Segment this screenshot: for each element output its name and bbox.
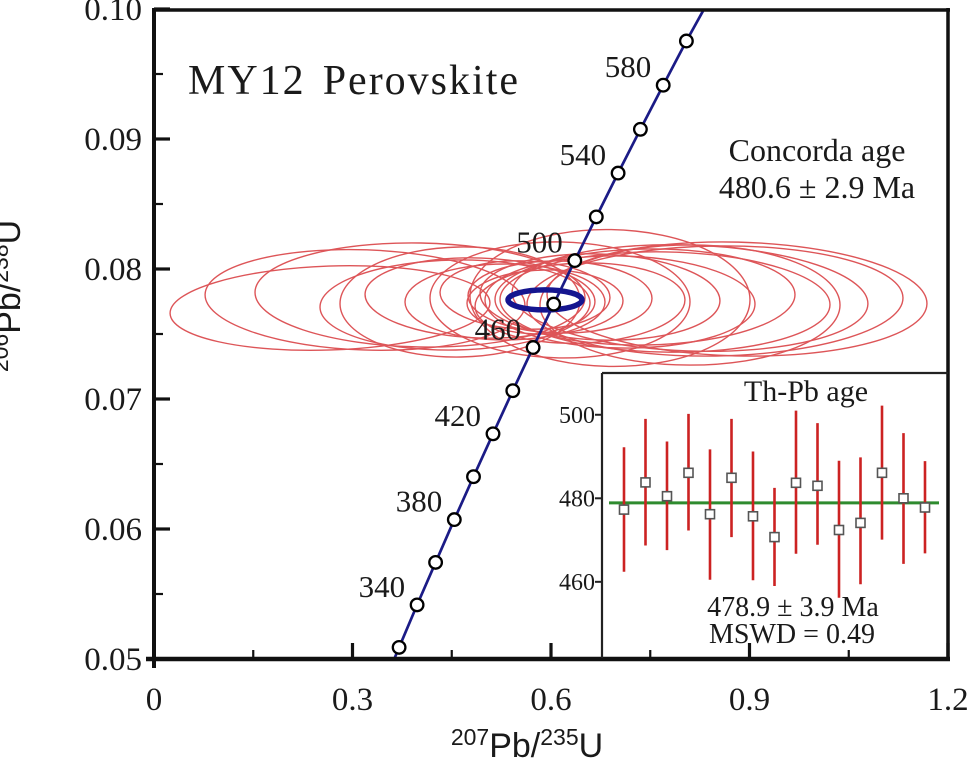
concordia-age-marker <box>632 121 648 137</box>
error-ellipse <box>484 255 756 349</box>
concordia-age-ellipse <box>505 287 585 313</box>
concordia-age-tick-label: 540 <box>560 137 607 172</box>
inset-y-tick-label: 500 <box>559 403 595 429</box>
inset-title: Th-Pb age <box>744 375 868 408</box>
concordia-age-tick-label: 460 <box>475 312 522 347</box>
x-tick-label: 0.3 <box>332 682 373 718</box>
data-point-marker <box>747 510 759 522</box>
data-point-marker <box>855 517 866 529</box>
data-point-marker <box>898 492 909 504</box>
x-tick-label: 0.6 <box>530 682 571 718</box>
y-tick-label: 0.06 <box>84 512 142 548</box>
data-point-marker <box>812 480 823 492</box>
concordia-age-marker <box>505 383 521 399</box>
x-tick-label: 0.9 <box>729 682 770 718</box>
concordia-age-tick-label: 580 <box>605 49 652 84</box>
concordia-age-marker <box>610 165 626 181</box>
data-point-marker <box>704 508 716 520</box>
axes-layer: 0.05 0.06 0.07 0.08 0.09 0.10 0 0.3 0.6 0.9 1.2 <box>84 0 968 718</box>
concordia-age-marker <box>409 597 425 613</box>
concordia-age-tick-label: 420 <box>435 398 482 433</box>
data-point-marker <box>833 524 845 536</box>
error-ellipse <box>204 248 526 351</box>
error-ellipse <box>469 228 751 368</box>
y-axis-title: 206Pb/238U <box>0 220 28 372</box>
inset-y-tick-label: 480 <box>559 486 595 512</box>
data-point-marker <box>769 531 780 543</box>
concordia-age-tick-label: 380 <box>396 484 443 519</box>
main-plot-layer: 340 380 420 460 500 540 580 <box>169 9 928 659</box>
x-tick-label: 0 <box>146 682 163 718</box>
data-point-marker <box>618 504 630 515</box>
y-tick-label: 0.09 <box>84 122 142 158</box>
concordia-age-marker <box>567 253 583 269</box>
y-tick-label: 0.07 <box>84 382 142 418</box>
concordia-age-marker <box>525 340 541 355</box>
concordia-age-marker <box>391 639 407 655</box>
concordia-age-tick-label: 340 <box>359 569 406 604</box>
data-point-marker <box>683 467 694 479</box>
concordia-age-tick-label: 500 <box>516 225 563 260</box>
error-ellipse <box>539 244 841 366</box>
inset-y-tick-label: 460 <box>559 570 595 596</box>
concordia-age-marker <box>485 426 501 442</box>
data-point-marker <box>876 467 888 479</box>
chart-title: MY12 Perovskite <box>188 58 520 104</box>
data-point-marker <box>661 490 673 502</box>
error-ellipse <box>499 251 831 353</box>
error-ellipse <box>169 264 491 352</box>
data-point-marker <box>790 477 802 489</box>
inset-result-mswd: MSWD = 0.49 <box>709 619 875 650</box>
concordia-age-marker <box>588 209 604 225</box>
concordia-age-marker <box>655 77 671 93</box>
error-ellipse <box>429 241 691 359</box>
concordia-age-marker <box>446 512 462 528</box>
y-tick-label: 0.08 <box>84 252 142 288</box>
concordia-age-annotation-line1: Concorda age <box>729 132 906 168</box>
y-tick-label: 0.05 <box>84 642 142 678</box>
error-ellipse <box>546 241 928 357</box>
error-ellipse <box>404 263 606 341</box>
concordia-age-marker <box>466 469 481 485</box>
concordia-age-marker <box>428 554 444 570</box>
data-point-marker <box>726 472 737 484</box>
error-ellipse <box>254 242 586 348</box>
error-ellipse <box>364 257 596 339</box>
plot-frame <box>146 8 950 668</box>
concordia-age-annotation-line2: 480.6 ± 2.9 Ma <box>719 169 915 205</box>
concordia-age-marker <box>678 33 694 49</box>
error-ellipse <box>319 259 591 351</box>
x-axis-title: 207Pb/235U <box>451 724 603 765</box>
data-point-marker <box>640 477 651 488</box>
inset-frame <box>600 371 948 658</box>
x-tick-label: 1.2 <box>927 682 968 718</box>
y-tick-label: 0.10 <box>84 0 142 28</box>
data-point-marker <box>919 502 931 513</box>
inset-layer: 460 480 500 <box>559 403 939 598</box>
concordia-age-marker <box>546 296 562 312</box>
inset-result-age: 478.9 ± 3.9 Ma <box>707 592 879 623</box>
